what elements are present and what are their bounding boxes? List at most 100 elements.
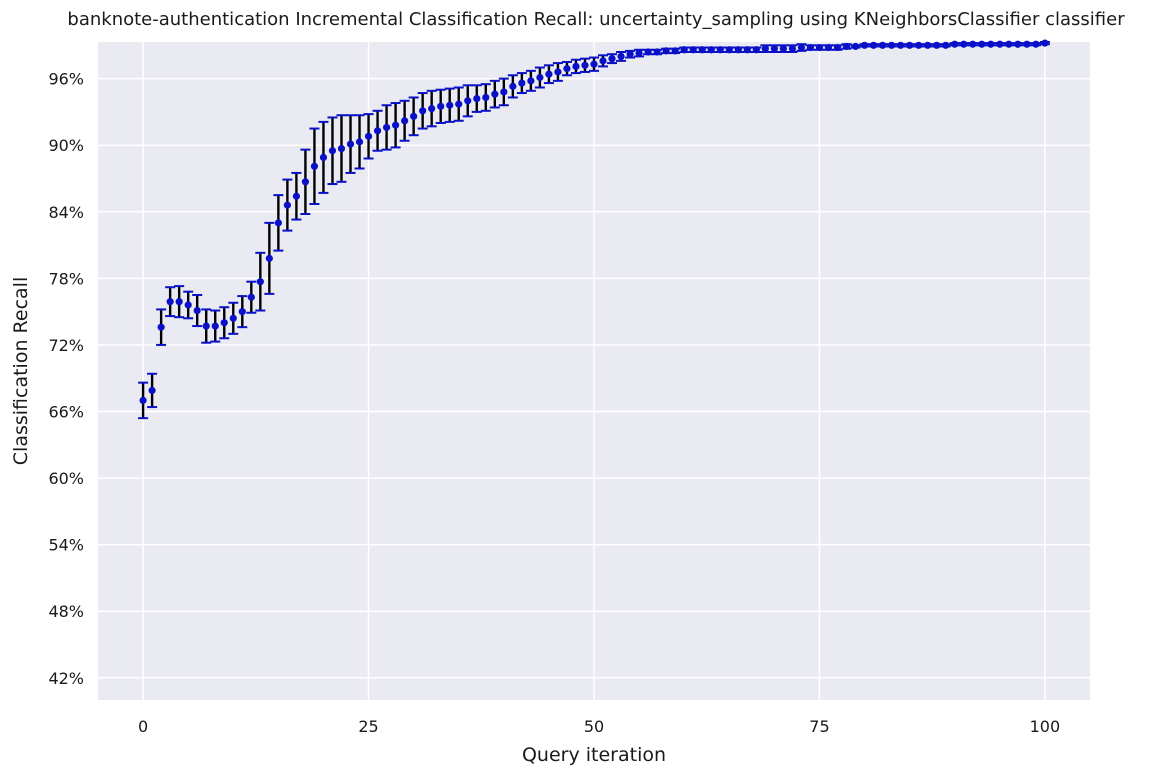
data-point bbox=[680, 46, 688, 54]
data-point bbox=[482, 93, 490, 102]
data-point bbox=[265, 254, 273, 262]
data-point bbox=[166, 298, 174, 306]
data-point bbox=[527, 77, 535, 85]
data-point bbox=[978, 40, 986, 48]
data-point bbox=[256, 278, 264, 286]
data-point bbox=[581, 61, 589, 69]
data-point bbox=[428, 104, 436, 113]
data-point bbox=[617, 52, 625, 61]
y-tick-label: 78% bbox=[48, 269, 84, 288]
data-point bbox=[211, 322, 219, 330]
data-point bbox=[1023, 40, 1031, 48]
x-axis-label: Query iteration bbox=[522, 744, 666, 766]
data-point bbox=[401, 117, 409, 125]
data-point bbox=[788, 45, 797, 53]
chart-title: banknote-authentication Incremental Clas… bbox=[67, 9, 1125, 30]
data-point bbox=[608, 55, 616, 63]
data-point bbox=[987, 40, 995, 48]
data-point bbox=[410, 112, 418, 120]
data-point bbox=[419, 107, 427, 115]
data-point bbox=[554, 68, 562, 76]
data-point bbox=[464, 97, 472, 105]
data-point bbox=[491, 90, 499, 98]
data-point bbox=[842, 42, 851, 51]
data-point bbox=[500, 88, 508, 96]
data-point bbox=[202, 322, 210, 330]
x-tick-label: 75 bbox=[809, 717, 829, 736]
data-point bbox=[1014, 40, 1022, 48]
data-point bbox=[671, 47, 679, 55]
data-point bbox=[536, 73, 544, 82]
data-point bbox=[689, 46, 697, 54]
y-tick-label: 84% bbox=[48, 203, 84, 222]
data-point bbox=[635, 49, 643, 57]
data-point bbox=[653, 48, 661, 56]
data-point bbox=[184, 301, 192, 309]
data-point bbox=[139, 396, 147, 405]
data-point bbox=[274, 219, 282, 227]
x-tick-label: 100 bbox=[1030, 717, 1061, 736]
data-point bbox=[897, 41, 905, 49]
data-point bbox=[599, 57, 607, 65]
tick-labels: 42% 48% 54% 60% 66% 72% 78% 84% 90% 96% 0 25 50 75 100 bbox=[48, 70, 1060, 736]
y-tick-label: 42% bbox=[48, 669, 84, 688]
data-point bbox=[148, 386, 156, 395]
x-tick-label: 50 bbox=[584, 717, 604, 736]
data-point bbox=[644, 48, 652, 56]
data-point bbox=[283, 201, 291, 209]
data-point bbox=[364, 132, 373, 140]
data-point bbox=[878, 41, 887, 49]
data-point bbox=[888, 41, 896, 49]
data-point bbox=[1032, 40, 1040, 48]
data-point bbox=[572, 62, 580, 71]
data-point bbox=[725, 46, 733, 54]
data-point bbox=[473, 94, 481, 103]
data-point bbox=[193, 306, 201, 315]
data-point bbox=[437, 102, 445, 110]
data-point bbox=[382, 123, 391, 132]
data-point bbox=[996, 40, 1004, 48]
x-tick-label: 25 bbox=[358, 717, 378, 736]
data-point bbox=[238, 308, 246, 316]
data-point bbox=[761, 45, 769, 53]
data-point bbox=[509, 82, 517, 90]
data-point bbox=[815, 43, 824, 52]
data-point bbox=[626, 50, 634, 58]
data-point bbox=[373, 127, 382, 135]
data-point bbox=[969, 40, 977, 48]
data-point bbox=[392, 121, 400, 129]
data-point bbox=[301, 178, 310, 186]
data-point bbox=[906, 41, 914, 49]
data-point bbox=[247, 293, 255, 301]
data-point bbox=[951, 40, 959, 48]
data-point bbox=[824, 43, 833, 52]
data-point bbox=[337, 144, 346, 153]
data-point bbox=[743, 46, 751, 54]
data-point bbox=[328, 147, 337, 155]
data-point bbox=[698, 46, 706, 54]
data-point bbox=[355, 138, 364, 146]
data-point bbox=[942, 41, 950, 49]
data-point bbox=[175, 298, 183, 306]
y-tick-label: 90% bbox=[48, 136, 84, 155]
y-axis-label: Classification Recall bbox=[10, 277, 32, 465]
data-point bbox=[1005, 40, 1013, 48]
data-point bbox=[770, 45, 778, 53]
y-tick-label: 60% bbox=[48, 469, 84, 488]
data-point bbox=[229, 314, 237, 322]
data-point bbox=[346, 140, 355, 148]
data-point bbox=[915, 41, 923, 49]
data-point bbox=[590, 60, 598, 68]
data-point bbox=[833, 43, 842, 52]
data-point bbox=[446, 101, 454, 109]
data-point bbox=[924, 41, 932, 49]
data-point bbox=[707, 46, 715, 54]
y-tick-label: 72% bbox=[48, 336, 84, 355]
y-tick-label: 66% bbox=[48, 403, 84, 422]
grid-lines bbox=[98, 42, 1090, 700]
data-point bbox=[292, 192, 300, 200]
data-marks bbox=[138, 39, 1050, 420]
data-point bbox=[545, 70, 553, 78]
x-tick-label: 0 bbox=[138, 717, 148, 736]
